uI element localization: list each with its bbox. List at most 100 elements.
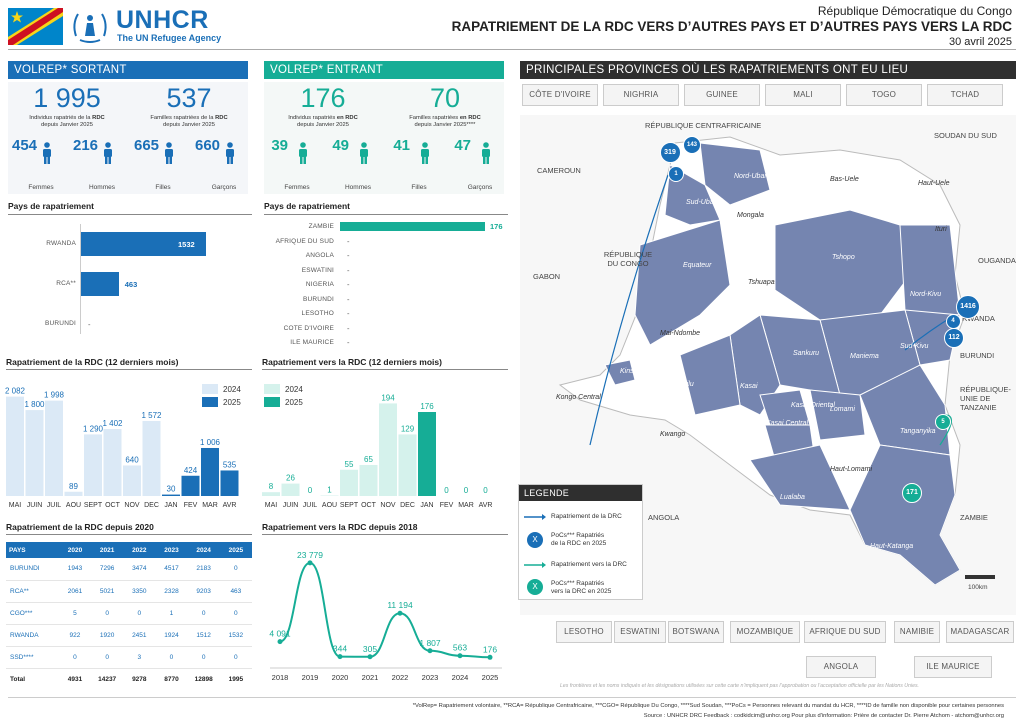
line-tick-7: 2025 (482, 673, 499, 682)
table-cell: 7296 (91, 558, 124, 581)
chart1-value-2: 1 998 (44, 391, 65, 400)
bottom-country2-1: ILE MAURICE (914, 656, 992, 678)
table-cell: RCA** (6, 580, 59, 603)
table-cell: RWANDA (6, 624, 59, 647)
entrant-garcons-icon (482, 142, 490, 164)
chart1-tick-1: JUIN (27, 502, 43, 509)
table-header-3: 2022 (123, 542, 156, 558)
table-row: Total 4931 14237 9278 8770 12898 1995 (6, 668, 252, 690)
legend-item2: PoCs*** Rapatriés de la RDC en 2025 (551, 532, 607, 547)
table-rule (6, 534, 252, 535)
table-row: SSD**** 0 0 3 0 0 0 (6, 646, 252, 669)
chart2-value-7: 129 (401, 424, 415, 433)
chart1-bar-3 (64, 491, 83, 496)
top-country-1: NIGHRIA (603, 84, 679, 106)
province-hl-13: Tanganyika (900, 428, 936, 435)
pays-entrant-label-5: BURUNDI (302, 295, 334, 303)
map-disclaimer: Les frontières et les noms indiqués et l… (560, 683, 919, 689)
entrant-filles-icon (421, 142, 429, 164)
chart2-tick-9: FEV (440, 502, 454, 509)
chart1-bar-8 (162, 494, 180, 496)
pays-entrant-label-2: ANGOLA (305, 252, 334, 259)
sortant-filles-label: Filles (155, 184, 171, 191)
top-country-4: TOGO (846, 84, 922, 106)
chart2-bar-7 (398, 434, 417, 496)
sortant-garcons-icon (226, 142, 234, 164)
province-5: Mai-Ndombe (660, 330, 701, 337)
chart2-bar-1 (281, 483, 300, 496)
chart2-value-5: 65 (364, 455, 373, 464)
chart2-value-8: 176 (420, 402, 434, 411)
map-bubble-1: 143 (683, 136, 701, 154)
province-2: Ituri (935, 226, 947, 233)
chart2-value-1: 26 (286, 474, 295, 483)
province-hl-6: Maniema (850, 353, 879, 360)
pays-sortant-heading: Pays de rapatriement (8, 201, 94, 211)
pays-sortant-rule (8, 214, 252, 215)
chart2-value-9: 0 (444, 486, 449, 495)
pays-entrant-value-1: - (347, 236, 350, 246)
table-cell: 14237 (98, 675, 117, 683)
entrant-familles: 70 (429, 83, 461, 113)
pays-entrant-heading: Pays de rapatriement (264, 201, 350, 211)
pays-entrant-label-4: NIGERIA (305, 281, 334, 288)
neighbor-2: CAMEROUN (537, 166, 581, 175)
entrant-familles-caption: Familles rapatriées en RDC depuis Janvier… (409, 115, 481, 128)
chart2-tick-7: DEC (400, 502, 415, 509)
footer-line1: *VolRep= Rapatriement volontaire, **RCA=… (412, 703, 1004, 709)
entrant-garcons-count: 47 (454, 137, 471, 154)
header-divider (8, 49, 1016, 50)
table-cell: 0 (123, 602, 156, 625)
legend-arrow-blue (524, 514, 546, 520)
pays-sortant-bar-1 (81, 272, 119, 296)
line-point-2 (337, 654, 343, 660)
entrant-femmes-count: 39 (271, 137, 288, 154)
pays-entrant-value-4: - (347, 280, 350, 289)
chart2-legend-swatch-0 (264, 384, 280, 394)
chart1-value-0: 2 082 (5, 387, 26, 396)
chart1-bar-1 (25, 410, 44, 496)
chart2-bar-5 (359, 464, 378, 496)
chart1-tick-6: NOV (124, 502, 140, 509)
table-cell: 3474 (123, 558, 156, 581)
chart2-title: Rapatriement vers la RDC (12 derniers mo… (262, 357, 442, 367)
chart2-bar-8 (418, 412, 436, 496)
entrant-panel (264, 82, 504, 194)
province-hl-14: Lualaba (780, 494, 805, 501)
chart1-value-4: 1 290 (83, 424, 104, 433)
table-cell: 2328 (155, 580, 188, 603)
map-bubble-6: 5 (935, 414, 951, 430)
chart1-value-5: 1 402 (102, 419, 123, 428)
province-hl-8: Kasai (740, 383, 758, 390)
legend-arrow-teal (524, 562, 546, 568)
entrant-individus: 176 (300, 83, 346, 113)
pays-sortant-value-0: 1532 (178, 240, 195, 249)
chart2-bar-0 (262, 492, 280, 496)
table-cell: CGO*** (6, 602, 59, 625)
province-7: Kwango (660, 431, 686, 438)
table-header-1: 2020 (58, 542, 92, 558)
entrant-garcons-label: Garçons (467, 184, 493, 191)
map-bubble-0: 319 (659, 141, 681, 163)
line-tick-6: 2024 (452, 673, 469, 682)
map-bubble-3: 1416 (956, 295, 980, 319)
entrant-femmes-label: Femmes (284, 184, 310, 191)
chart1-legend-swatch-0 (202, 384, 218, 394)
province-hl-0: Nord-Ubangi (734, 173, 774, 180)
sortant-garcons-count: 660 (195, 137, 221, 154)
legend-bubble-blue: X (527, 532, 543, 548)
entrant-filles-count: 41 (393, 137, 410, 154)
table-cell: 12898 (194, 675, 213, 683)
line-point-0 (277, 639, 283, 645)
table-row: RWANDA 922 1920 2451 1924 1512 1532 (6, 624, 252, 647)
pays-entrant-value-6: - (347, 309, 350, 318)
province-6: Kongo Central (556, 394, 601, 401)
legend-item3: Rapatriement vers la DRC (551, 561, 627, 568)
table-cell: 1532 (219, 624, 252, 647)
legend-title: LEGENDE (519, 485, 642, 501)
chart2-tick-2: JUIL (303, 502, 318, 509)
pays-entrant-value-0: 176 (490, 222, 503, 231)
map-legend: LEGENDE Rapatriement de la DRC X PoCs***… (518, 484, 643, 600)
top-country-3: MALI (765, 84, 841, 106)
line-value-3: 305 (363, 644, 377, 654)
